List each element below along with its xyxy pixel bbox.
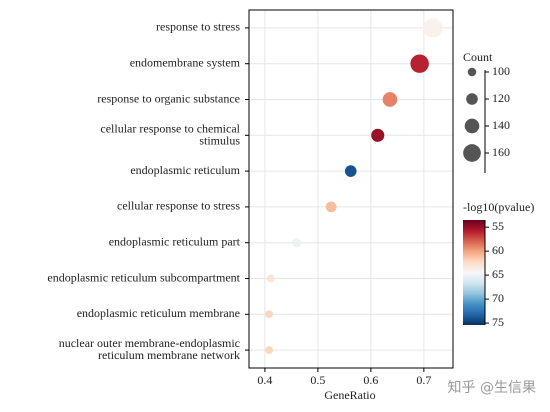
y-tick-label: cellular response to chemical stimulus — [100, 121, 240, 147]
dot — [410, 54, 429, 73]
size-legend-title: Count — [463, 50, 493, 64]
dot — [266, 274, 275, 283]
x-tick-label: 0.6 — [363, 373, 378, 387]
x-tick-label: 0.7 — [416, 373, 431, 387]
dot — [382, 92, 398, 107]
dot — [325, 201, 337, 213]
y-tick-label: endomembrane system — [130, 55, 241, 69]
size-legend-label: 140 — [492, 118, 510, 132]
size-legend-dot — [466, 93, 478, 105]
size-legend-dot — [463, 144, 481, 162]
size-legend-dot — [467, 67, 477, 77]
colorbar — [463, 220, 485, 325]
watermark: 知乎 @生信果 — [448, 379, 536, 396]
dot — [423, 18, 443, 38]
x-tick-label: 0.4 — [257, 373, 272, 387]
dot — [371, 128, 385, 142]
y-tick-label: endoplasmic reticulum — [130, 163, 240, 177]
y-tick-label: cellular response to stress — [117, 199, 240, 213]
dot — [344, 165, 357, 177]
colorbar-label: 65 — [492, 267, 504, 281]
color-legend-title: -log10(pvalue) — [463, 200, 534, 214]
colorbar-label: 55 — [492, 219, 504, 233]
colorbar-label: 70 — [492, 291, 504, 305]
y-tick-label: endoplasmic reticulum subcompartment — [47, 270, 240, 284]
size-legend-label: 100 — [492, 64, 510, 78]
size-legend-dot — [464, 118, 480, 134]
y-tick-label: endoplasmic reticulum part — [109, 234, 241, 248]
y-tick-label: nuclear outer membrane-endoplasmic reticu… — [59, 336, 240, 362]
x-tick-label: 0.5 — [310, 373, 325, 387]
y-tick-label: response to organic substance — [97, 91, 240, 105]
y-tick-label: endoplasmic reticulum membrane — [77, 306, 240, 320]
y-tick-label: response to stress — [156, 20, 240, 34]
size-legend-label: 160 — [492, 145, 510, 159]
plot-frame — [248, 9, 454, 369]
colorbar-label: 75 — [492, 315, 504, 329]
dot — [265, 346, 274, 354]
dot — [265, 310, 274, 319]
colorbar-label: 60 — [492, 243, 504, 257]
size-legend-label: 120 — [492, 91, 510, 105]
x-axis-title: GeneRatio — [324, 388, 375, 402]
dot — [292, 238, 302, 248]
